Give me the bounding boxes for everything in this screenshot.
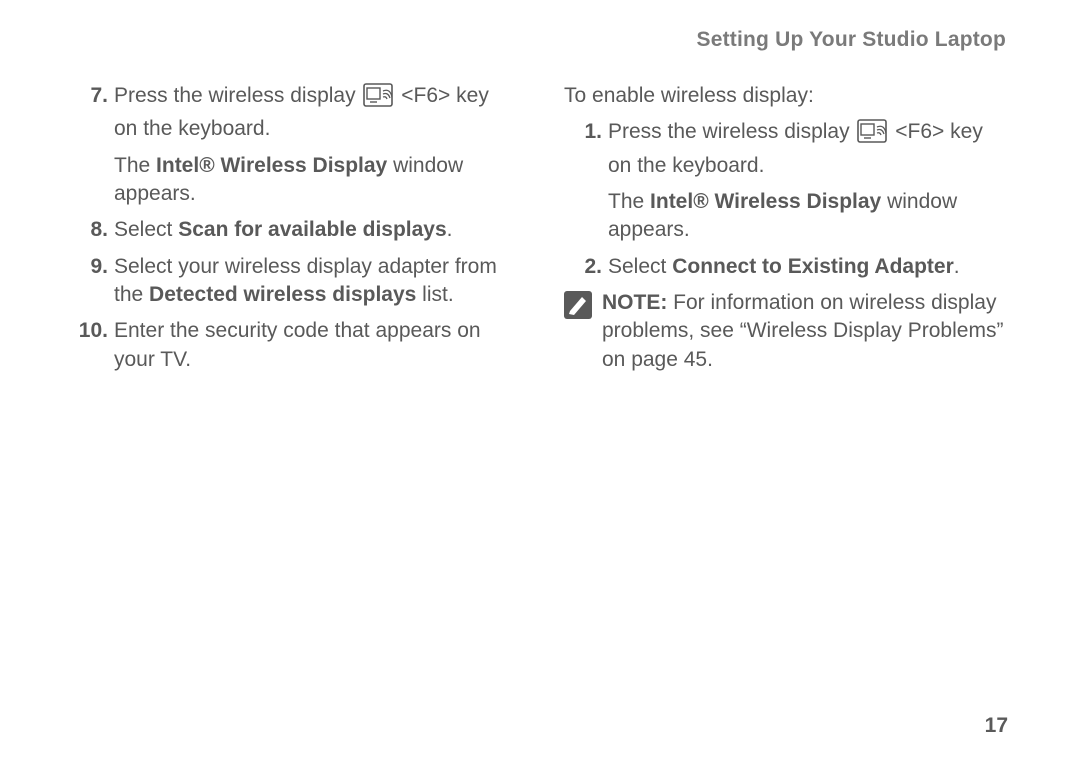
step-body: Select Scan for available displays. bbox=[114, 216, 516, 244]
page-number: 17 bbox=[985, 714, 1008, 738]
step-number: 9. bbox=[70, 253, 114, 310]
step-body: Select Connect to Existing Adapter. bbox=[608, 253, 1010, 281]
wireless-display-icon bbox=[857, 119, 887, 151]
header-title: Setting Up Your Studio Laptop bbox=[697, 28, 1007, 51]
step-number: 2. bbox=[564, 253, 608, 281]
step-2: 2. Select Connect to Existing Adapter. bbox=[564, 253, 1010, 281]
page-header: Setting Up Your Studio Laptop bbox=[70, 28, 1010, 52]
step-1-sub: The Intel® Wireless Display window appea… bbox=[608, 188, 1010, 245]
step-8: 8. Select Scan for available displays. bbox=[70, 216, 516, 244]
wireless-display-icon bbox=[363, 83, 393, 115]
content-columns: 7. Press the wireless display <F6> key o… bbox=[70, 82, 1010, 382]
step-number: 1. bbox=[564, 118, 608, 180]
step-body: Press the wireless display <F6> key on t… bbox=[114, 82, 516, 144]
step-1: 1. Press the wireless display <F6> key o… bbox=[564, 118, 1010, 180]
step-body: Select your wireless display adapter fro… bbox=[114, 253, 516, 310]
step-number: 8. bbox=[70, 216, 114, 244]
manual-page: Setting Up Your Studio Laptop 7. Press t… bbox=[0, 0, 1080, 766]
step-body: Enter the security code that appears on … bbox=[114, 317, 516, 374]
note-icon bbox=[564, 291, 592, 319]
step-number: 10. bbox=[70, 317, 114, 374]
step-7: 7. Press the wireless display <F6> key o… bbox=[70, 82, 516, 144]
step-10: 10. Enter the security code that appears… bbox=[70, 317, 516, 374]
right-column: To enable wireless display: 1. Press the… bbox=[564, 82, 1010, 382]
intro-text: To enable wireless display: bbox=[564, 82, 1010, 110]
step-9: 9. Select your wireless display adapter … bbox=[70, 253, 516, 310]
left-column: 7. Press the wireless display <F6> key o… bbox=[70, 82, 516, 382]
step-number: 7. bbox=[70, 82, 114, 144]
note-label: NOTE: bbox=[602, 291, 667, 314]
note-body: NOTE: For information on wireless displa… bbox=[602, 289, 1010, 374]
step-body: Press the wireless display <F6> key on t… bbox=[608, 118, 1010, 180]
note-block: NOTE: For information on wireless displa… bbox=[564, 289, 1010, 374]
step-7-sub: The Intel® Wireless Display window appea… bbox=[114, 152, 516, 209]
